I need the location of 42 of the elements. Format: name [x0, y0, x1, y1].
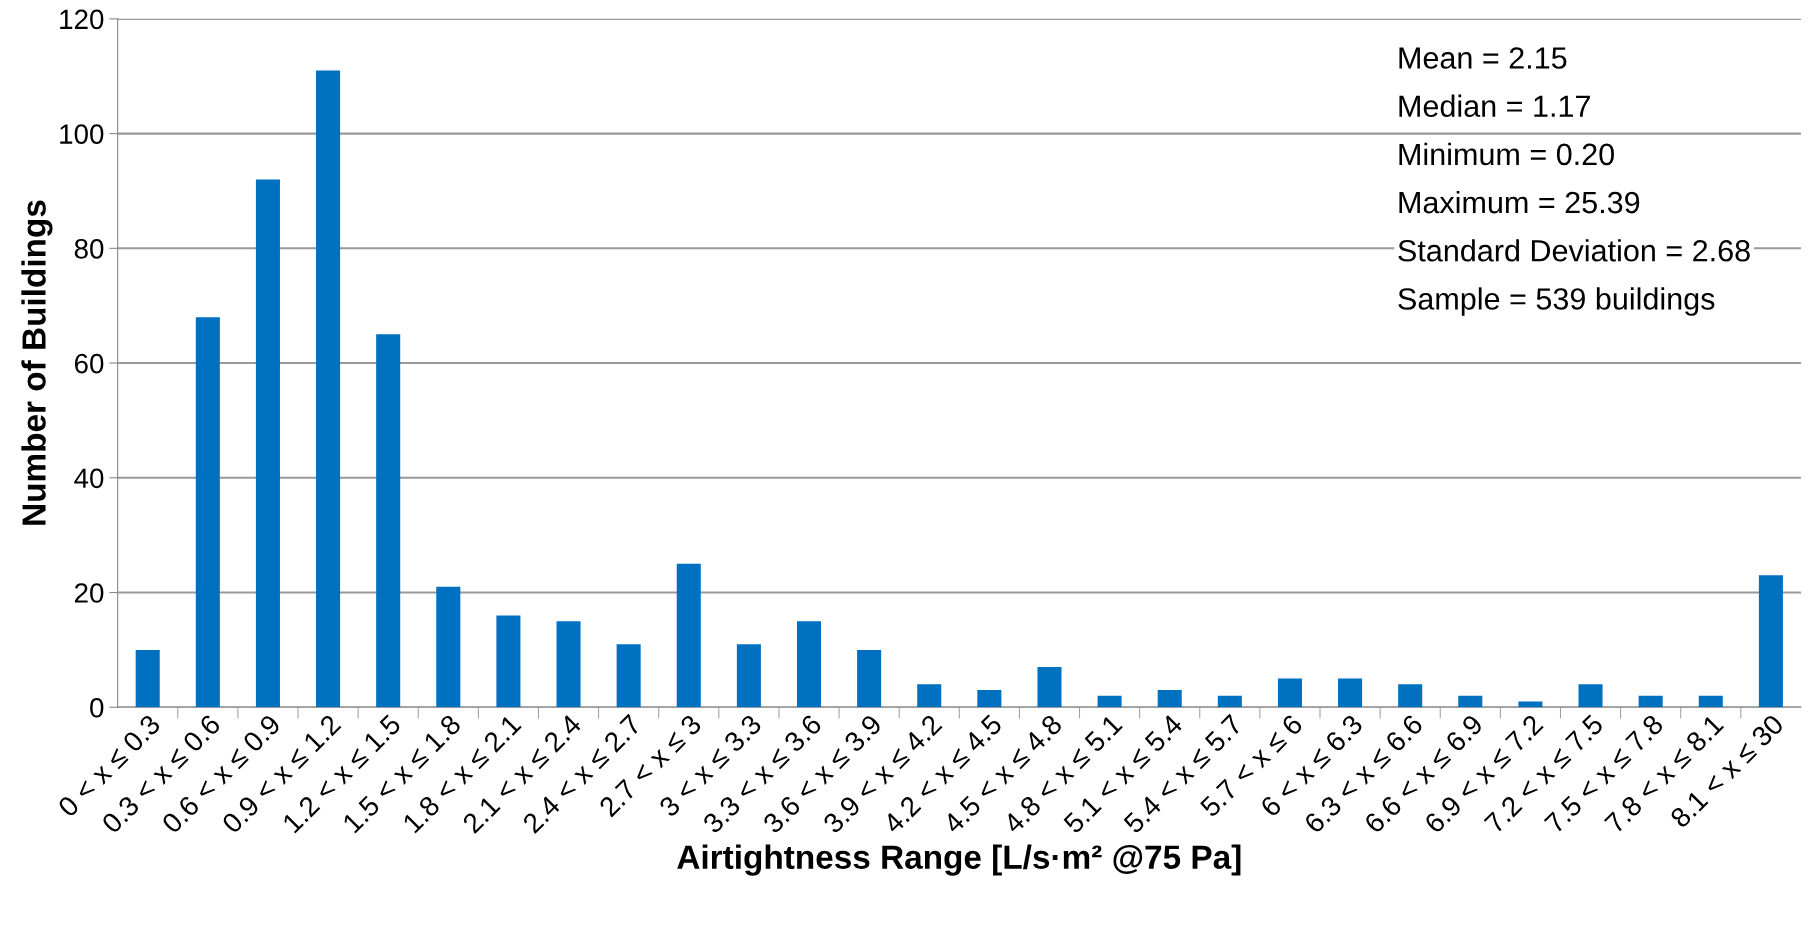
bar [1578, 684, 1603, 708]
bar [1338, 678, 1363, 708]
bar [436, 586, 461, 708]
bar [376, 334, 401, 708]
annotation: Minimum = 0.20 [1399, 142, 1614, 166]
bar [917, 684, 942, 708]
annotation: Maximum = 25.39 [1399, 190, 1640, 214]
y-tick-label: 40 [74, 468, 104, 489]
y-tick-label: 80 [74, 238, 104, 259]
annotation: Mean = 2.15 [1399, 47, 1567, 69]
bar [676, 563, 701, 708]
bar [1638, 695, 1663, 708]
bar [1037, 667, 1062, 708]
bar [135, 649, 160, 708]
bar [1758, 575, 1783, 708]
bar [195, 317, 220, 708]
bar [616, 644, 641, 708]
annotation: Standard Deviation = 2.68 [1398, 239, 1750, 262]
bar [1217, 695, 1242, 708]
bar [736, 644, 761, 708]
y-tick-label: 100 [60, 124, 104, 144]
bar [556, 621, 581, 708]
bar [496, 615, 521, 708]
annotation: Sample = 539 buildings [1398, 287, 1715, 316]
bar [1398, 684, 1423, 708]
bar [1157, 690, 1182, 708]
bar [1698, 695, 1723, 708]
y-tick-label: 20 [74, 583, 104, 603]
bar [977, 690, 1002, 708]
y-tick-label: 0 [90, 697, 104, 718]
bar [255, 179, 280, 708]
annotation: Median = 1.17 [1399, 94, 1590, 118]
bar [1277, 678, 1302, 708]
bar [1097, 695, 1122, 708]
y-tick-label: 60 [74, 353, 104, 374]
y-tick-label: 120 [60, 9, 104, 30]
bar [857, 649, 882, 708]
x-axis-title: Airtightness Range [L/s·m² @75 Pa] [677, 844, 1241, 876]
y-axis-title: Number of Buildings [21, 200, 53, 525]
bar [1458, 695, 1483, 708]
bar [316, 70, 341, 708]
bar [796, 621, 822, 708]
